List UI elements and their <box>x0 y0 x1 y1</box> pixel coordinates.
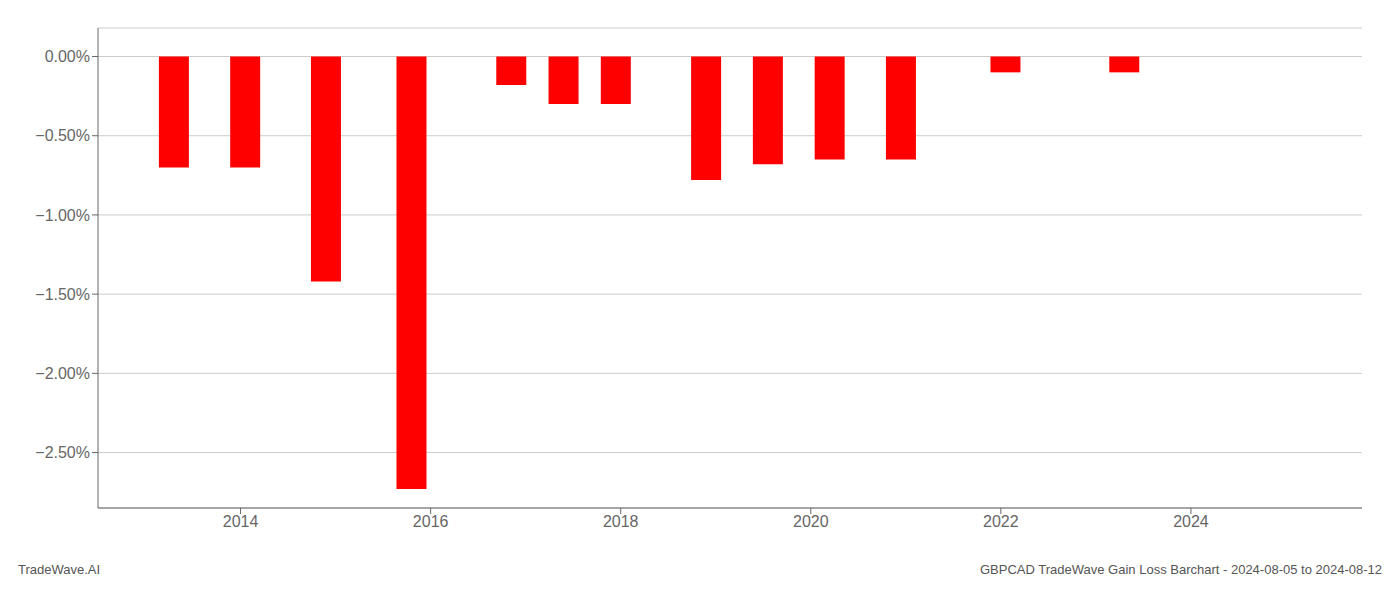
svg-text:2014: 2014 <box>223 513 259 530</box>
svg-text:2020: 2020 <box>793 513 829 530</box>
html-text:GBPCAD TradeWave Gain Loss Bar: GBPCAD TradeWave Gain Loss Barchart - 20… <box>980 562 1382 577</box>
svg-text:−0.50%: −0.50% <box>35 127 90 144</box>
svg-text:−2.50%: −2.50% <box>35 444 90 461</box>
svg-text:−1.00%: −1.00% <box>35 207 90 224</box>
svg-text:2018: 2018 <box>603 513 639 530</box>
svg-text:2016: 2016 <box>413 513 449 530</box>
svg-text:2024: 2024 <box>1173 513 1209 530</box>
svg-text:−2.00%: −2.00% <box>35 365 90 382</box>
html-text:TradeWave.AI: TradeWave.AI <box>18 562 101 577</box>
svg-text:−1.50%: −1.50% <box>35 286 90 303</box>
svg-text:0.00%: 0.00% <box>45 48 90 65</box>
svg-text:2022: 2022 <box>983 513 1019 530</box>
